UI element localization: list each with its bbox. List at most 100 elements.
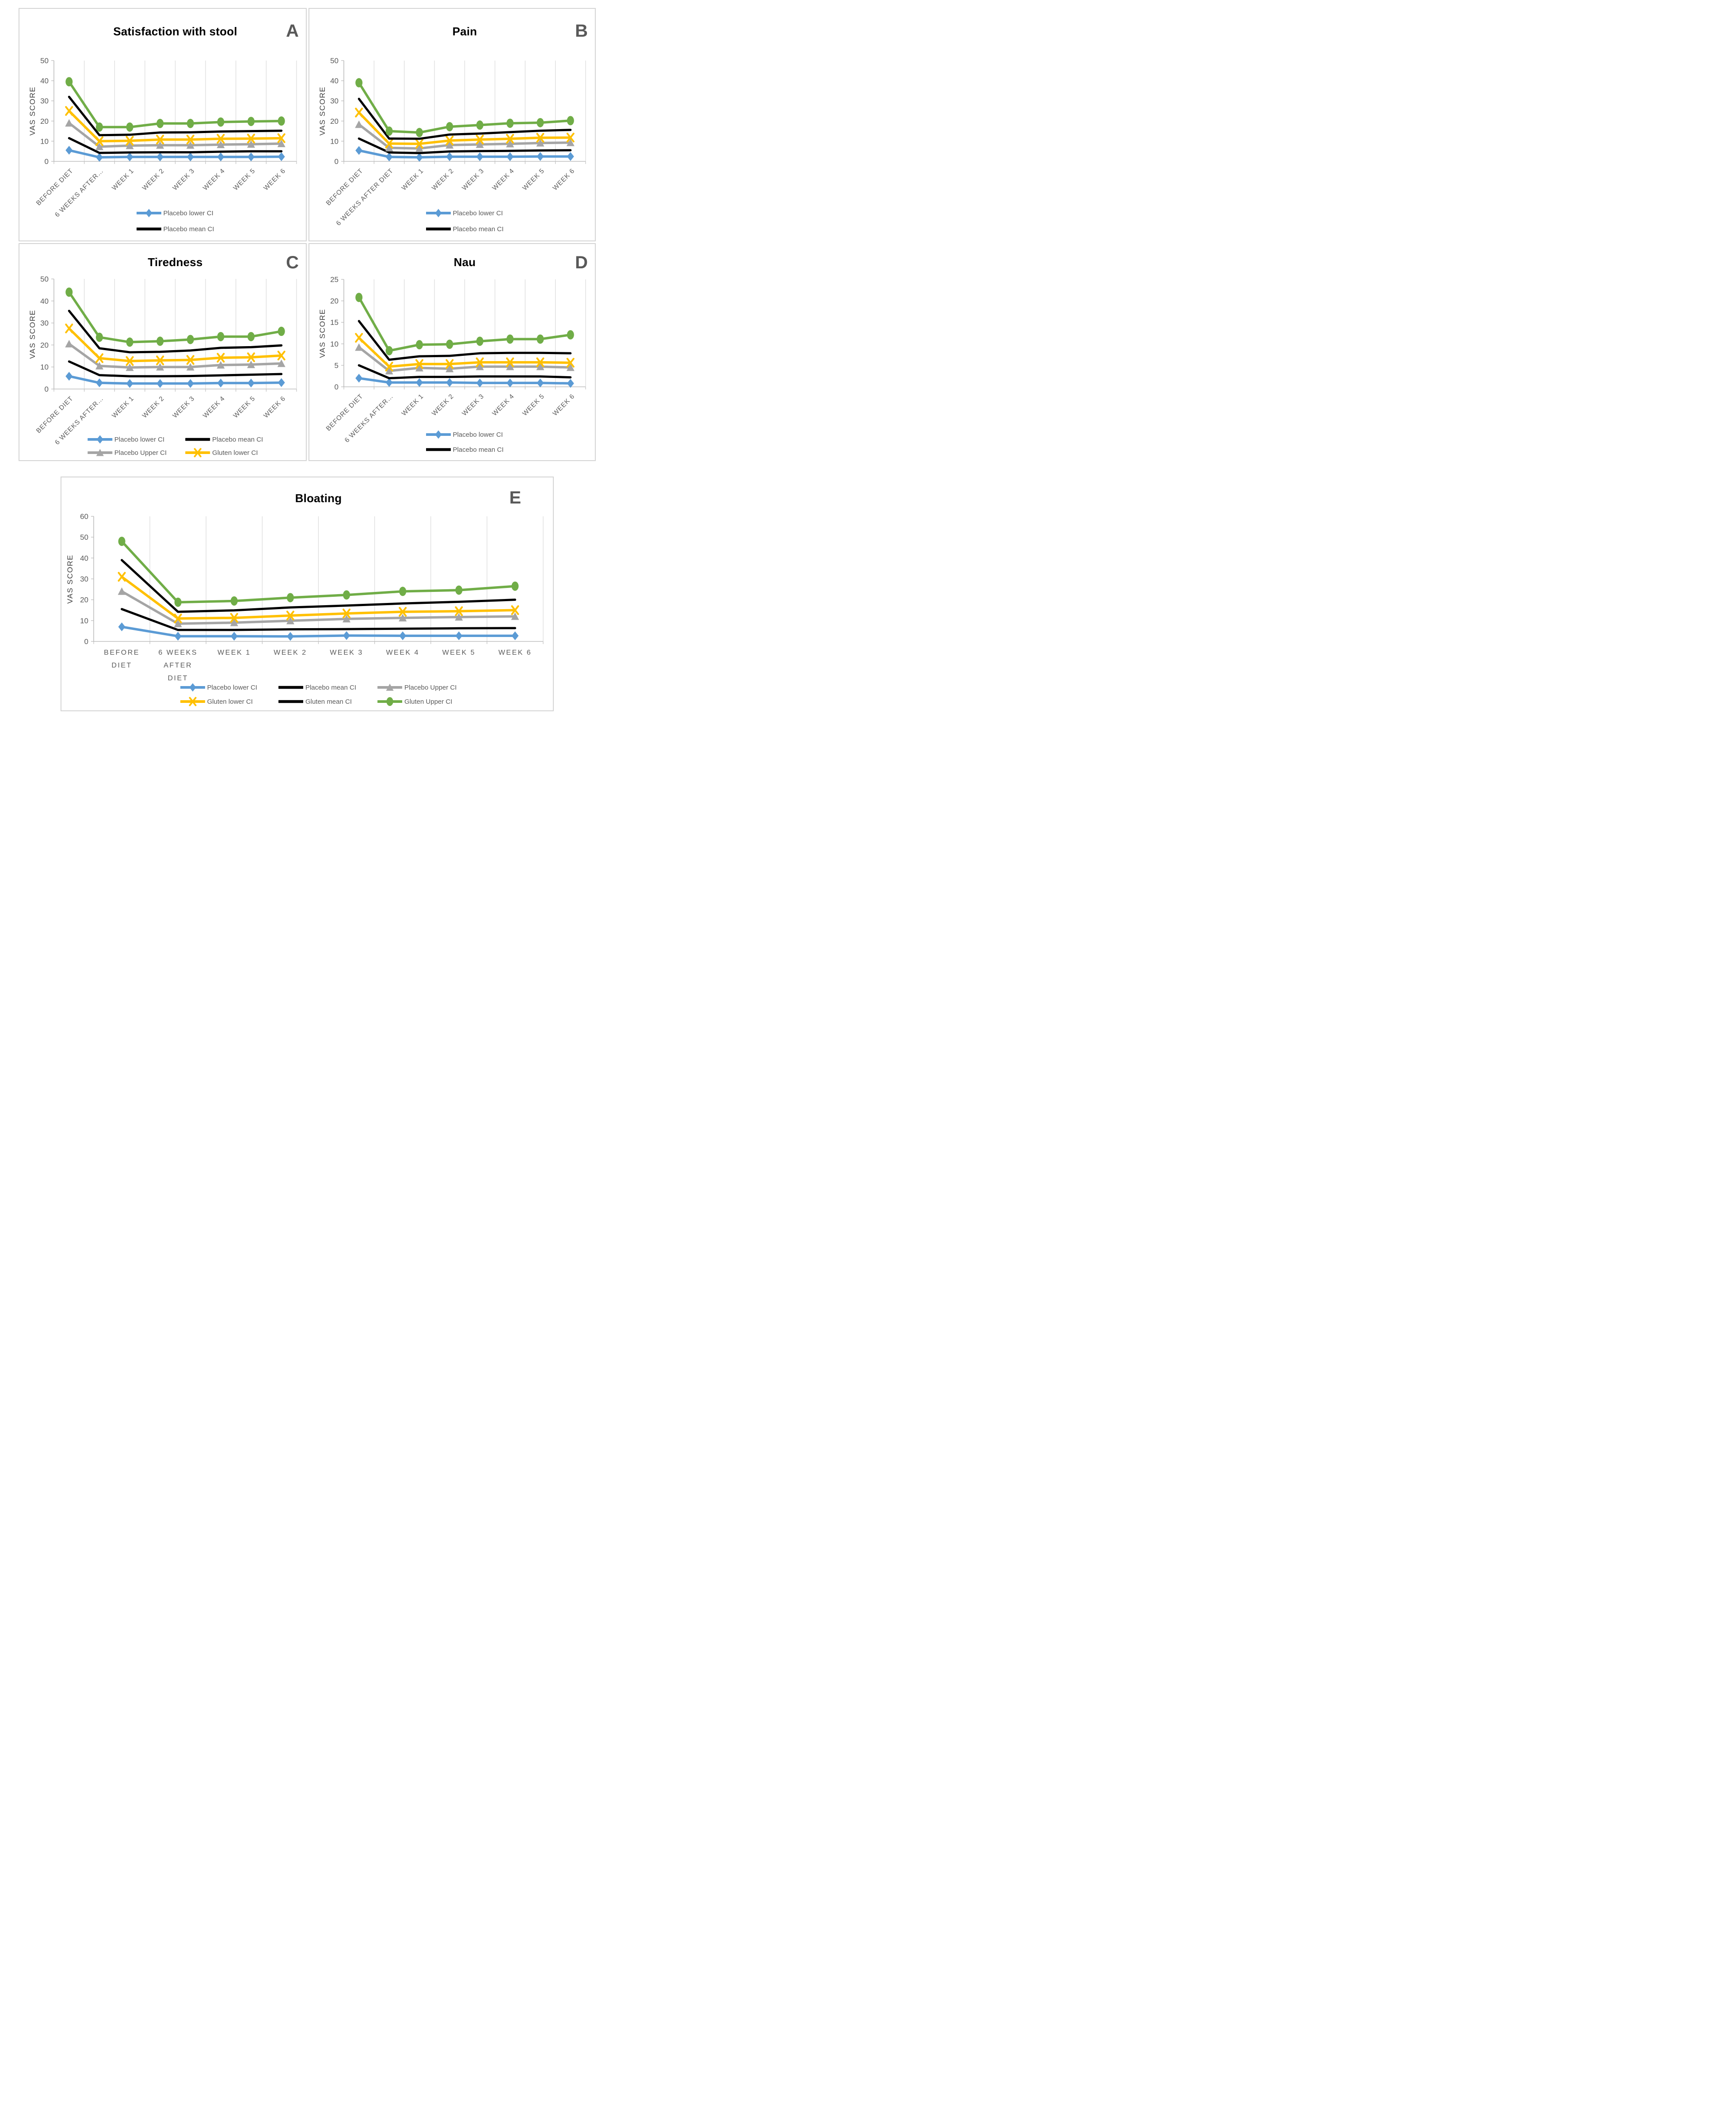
- circle-marker: [118, 537, 126, 546]
- series-gluten-mean-ci: [68, 95, 283, 137]
- x-tick-label: WEEK 6: [262, 395, 287, 420]
- series-placebo-upper-ci: [355, 120, 575, 152]
- legend-item-gluten-upper-ci: Gluten Upper CI: [377, 696, 452, 707]
- triangle-marker: [186, 141, 194, 149]
- triangle-marker: [566, 138, 575, 146]
- x-marker: [343, 608, 351, 618]
- triangle-marker: [95, 142, 103, 150]
- legend-item-gluten-lower-ci: Gluten lower CI: [180, 696, 253, 707]
- axes: [341, 279, 586, 389]
- triangle-marker: [277, 359, 286, 367]
- circle-marker: [343, 590, 350, 600]
- series-gluten-upper-ci: [65, 287, 285, 347]
- triangle-marker: [118, 587, 126, 595]
- legend-item-placebo-upper-ci: Placebo Upper CI: [377, 682, 457, 693]
- circle-marker: [415, 128, 423, 137]
- series-gluten-mean-ci: [358, 98, 572, 140]
- diamond-marker: [399, 631, 407, 641]
- panel-pain: 0 10 20 30 40 50 BEFORE DIET 6 WEEKS AFTER DIET…: [308, 8, 596, 241]
- panel-nau: 0 5 10 15 20 25 BEFORE DIET 6 WEEKS AFTER… WEEK …: [308, 243, 596, 461]
- diamond-marker: [455, 631, 463, 641]
- panel-letter: A: [286, 21, 299, 41]
- x-marker: [476, 357, 484, 367]
- circle-marker: [217, 332, 225, 341]
- legend-swatch: [136, 227, 161, 231]
- y-axis-title: VAS SCORE: [318, 86, 327, 136]
- x-tick-label: WEEK 2: [141, 395, 166, 420]
- y-tick-labels: 0 10 20 30 40 50 60: [80, 512, 88, 646]
- panel-bloating: 0 10 20 30 40 50 60 BEFORE DIET 6 WEEKS AFTER DIET W…: [61, 477, 554, 711]
- gridlines: [53, 61, 297, 161]
- x-marker: [194, 448, 202, 458]
- x-marker: [174, 614, 182, 624]
- y-tick-label: 15: [330, 318, 339, 327]
- legend-swatch: [278, 700, 303, 703]
- triangle-marker: [217, 361, 225, 369]
- y-tick-label: 40: [80, 554, 88, 562]
- circle-marker: [187, 118, 194, 128]
- series-gluten-lower-ci: [355, 107, 575, 149]
- y-tick-label: 50: [40, 275, 49, 283]
- x-marker: [217, 353, 225, 363]
- triangle-marker: [506, 362, 514, 370]
- panel-letter: C: [286, 253, 299, 272]
- x-tick-label: WEEK 5: [521, 393, 546, 417]
- x-tick-label: WEEK 5: [232, 167, 257, 192]
- y-tick-labels: 0 10 20 30 40 50: [40, 275, 49, 393]
- triangle-marker: [566, 363, 575, 371]
- triangle-marker: [536, 362, 544, 370]
- legend-item-placebo-mean-ci: Placebo mean CI: [426, 444, 504, 455]
- circle-marker: [511, 581, 519, 591]
- y-tick-label: 30: [330, 97, 339, 105]
- x-tick-label: WEEK 5: [442, 649, 476, 656]
- series-placebo-lower-ci: [65, 145, 285, 162]
- y-tick-label: 30: [40, 319, 49, 328]
- triangle-marker: [536, 139, 544, 147]
- x-tick-label: WEEK 3: [461, 393, 485, 417]
- triangle-marker: [156, 141, 164, 149]
- series-gluten-upper-ci: [65, 77, 285, 132]
- x-tick-label: WEEK 4: [202, 395, 226, 420]
- y-tick-label: 5: [335, 361, 339, 370]
- diamond-marker: [355, 146, 363, 155]
- circle-marker: [187, 335, 194, 344]
- circle-marker: [278, 116, 285, 126]
- legend-label: Placebo Upper CI: [114, 449, 167, 457]
- y-axis-title: VAS SCORE: [28, 309, 37, 359]
- x-tick-label: WEEK 2: [430, 167, 455, 192]
- x-marker: [476, 134, 484, 145]
- y-tick-label: 20: [80, 596, 88, 604]
- x-marker: [566, 133, 575, 143]
- y-tick-label: 20: [330, 117, 339, 126]
- circle-marker: [476, 336, 483, 346]
- x-marker: [230, 613, 238, 623]
- diamond-marker: [126, 379, 133, 388]
- diamond-marker: [96, 435, 103, 444]
- legend-item-gluten-mean-ci: Gluten mean CI: [278, 696, 352, 707]
- x-marker: [286, 610, 294, 621]
- series-placebo-lower-ci: [355, 146, 574, 162]
- series-placebo-mean-ci: [358, 137, 572, 154]
- axes: [341, 60, 586, 164]
- diamond-marker: [355, 374, 363, 383]
- y-axis-title: VAS SCORE: [66, 554, 74, 604]
- series-gluten-upper-ci: [355, 293, 574, 355]
- x-marker: [536, 357, 544, 367]
- circle-marker: [446, 122, 453, 132]
- triangle-marker: [277, 139, 286, 147]
- diamond-marker: [567, 152, 574, 161]
- diamond-marker: [278, 378, 285, 387]
- legend-swatch: [377, 697, 403, 706]
- triangle-marker: [476, 362, 484, 370]
- diamond-marker: [247, 152, 255, 161]
- y-tick-label: 20: [330, 297, 339, 305]
- legend-swatch: [136, 209, 161, 217]
- triangle-marker: [385, 367, 393, 375]
- legend-swatch: [278, 686, 303, 689]
- legend-swatch: [180, 697, 205, 706]
- diamond-marker: [537, 378, 544, 388]
- legend-swatch: [180, 683, 205, 692]
- y-tick-label: 0: [335, 157, 339, 166]
- diamond-marker: [118, 622, 126, 631]
- legend-label: Placebo mean CI: [305, 683, 357, 691]
